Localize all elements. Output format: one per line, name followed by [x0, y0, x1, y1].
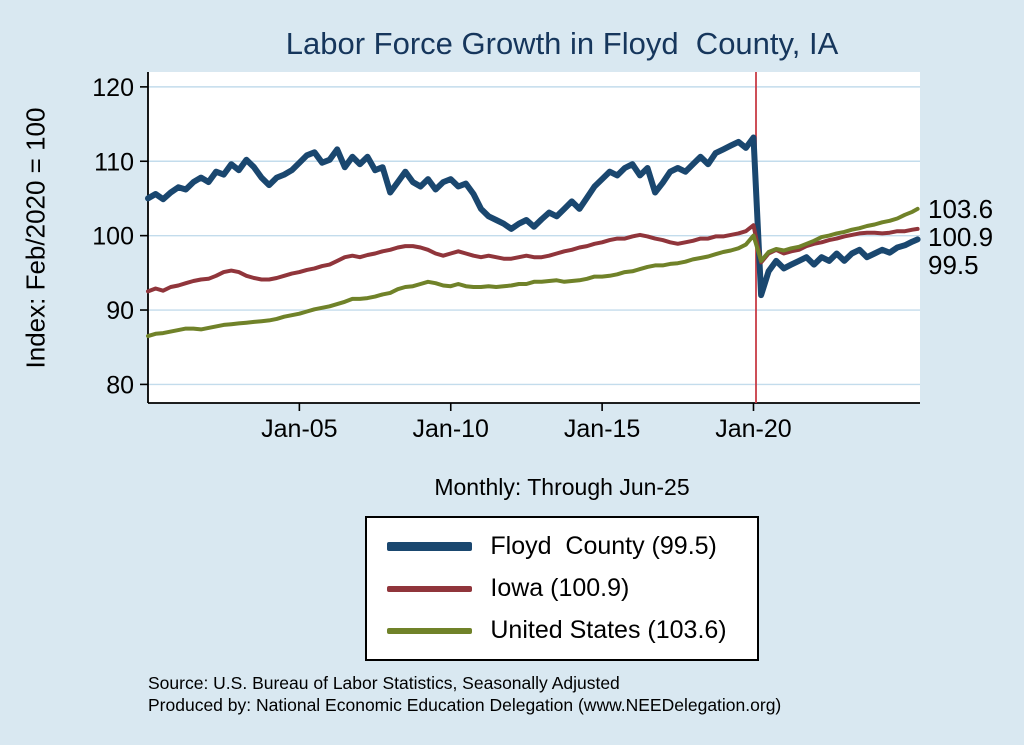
y-tick-label: 120 — [92, 74, 134, 102]
legend-box: Floyd County (99.5) Iowa (100.9) United … — [365, 516, 759, 661]
series-line — [146, 223, 920, 294]
chart-title: Labor Force Growth in Floyd County, IA — [285, 26, 839, 61]
source-notes: Source: U.S. Bureau of Labor Statistics,… — [148, 672, 781, 716]
legend-swatch-floyd-county — [387, 542, 473, 551]
series-end-value-label: 100.9 — [928, 222, 993, 252]
x-tick-label: Jan-20 — [715, 415, 791, 443]
series-line — [146, 206, 920, 339]
source-line-1: Source: U.S. Bureau of Labor Statistics,… — [148, 673, 620, 693]
legend-label-united-states: United States (103.6) — [490, 616, 727, 644]
y-tick-label: 80 — [106, 371, 134, 399]
series-end-value-label: 103.6 — [928, 194, 993, 224]
series-line — [145, 134, 921, 299]
legend-swatch-iowa — [387, 585, 473, 592]
line-chart: 80 90 100 110 120 Jan-05 Jan-10 Jan-15 Jan-20 103… — [92, 72, 993, 443]
y-tick-label: 100 — [92, 223, 134, 251]
x-tick-label: Jan-15 — [564, 415, 640, 443]
legend-swatch-united-states — [387, 627, 473, 634]
source-line-2: Produced by: National Economic Education… — [148, 695, 782, 715]
legend: Floyd County (99.5) Iowa (100.9) United … — [110, 516, 1014, 661]
legend-item-floyd-county: Floyd County (99.5) — [387, 532, 726, 561]
x-tick-label: Jan-05 — [261, 415, 337, 443]
chart-subtitle: Monthly: Through Jun-25 — [434, 474, 690, 500]
series-end-value-label: 99.5 — [928, 250, 979, 280]
y-tick-label: 110 — [94, 148, 134, 176]
plot-area — [148, 72, 920, 403]
x-tick-label: Jan-10 — [413, 415, 489, 443]
legend-label-floyd-county: Floyd County (99.5) — [490, 532, 717, 560]
legend-item-iowa: Iowa (100.9) — [387, 574, 726, 603]
legend-label-iowa: Iowa (100.9) — [490, 574, 630, 602]
legend-item-united-states: United States (103.6) — [387, 616, 727, 645]
y-tick-label: 90 — [106, 297, 134, 325]
